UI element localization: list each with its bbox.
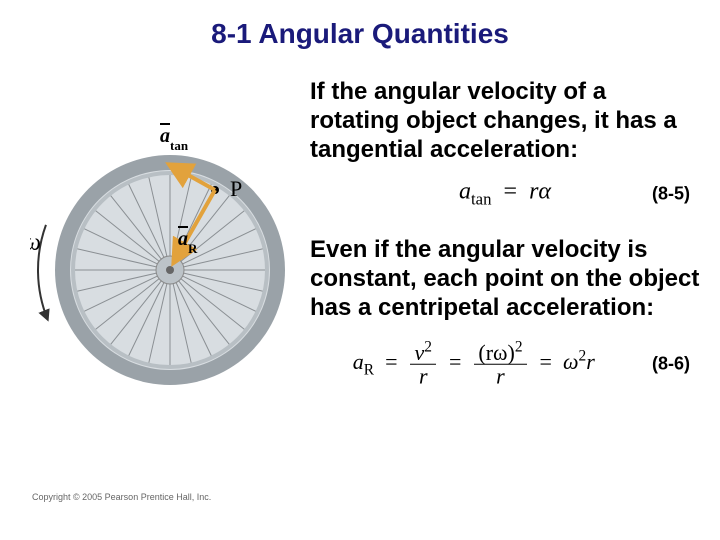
equation-1-row: atan = rα (8-5) [310,170,700,218]
content-area: atanaRPω If the angular velocity of a ro… [0,70,720,540]
wheel-svg: atanaRPω [30,120,310,460]
equation-2-number: (8-6) [652,353,690,374]
text-column: If the angular velocity of a rotating ob… [310,78,700,417]
equation-2-row: aR = v2 r = (rω)2 r = ω2r (8-6) [310,329,700,399]
eq2-lhs-var: a [353,349,364,374]
page-title: 8-1 Angular Quantities [0,0,720,50]
paragraph-1: If the angular velocity of a rotating ob… [310,78,700,164]
svg-text:ω: ω [30,230,41,256]
wheel-diagram: atanaRPω [30,120,310,460]
equation-2: aR = v2 r = (rω)2 r = ω2r [353,340,595,389]
copyright-text: Copyright © 2005 Pearson Prentice Hall, … [32,492,211,502]
eq1-lhs-var: a [459,179,471,205]
eq1-lhs-sub: tan [471,190,492,209]
eq2-lhs-sub: R [364,361,374,378]
svg-text:atan: atan [160,125,189,153]
svg-text:P: P [230,176,242,201]
eq2-frac2: (rω)2 r [474,340,526,389]
paragraph-2: Even if the angular velocity is constant… [310,236,700,322]
eq1-rhs: rα [529,179,551,205]
equation-1: atan = rα [459,179,551,210]
equation-1-number: (8-5) [652,184,690,205]
eq2-frac1: v2 r [410,340,435,389]
